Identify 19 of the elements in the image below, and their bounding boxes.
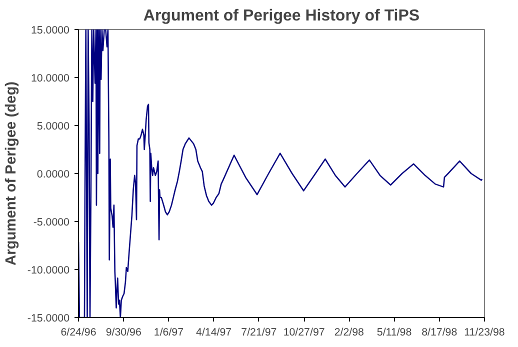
x-tick-label: 1/6/97 <box>154 326 184 338</box>
x-tick-label: 4/14/97 <box>196 326 232 338</box>
x-tick-label: 10/27/97 <box>283 326 325 338</box>
y-tick-label: -5.0000 <box>33 216 70 228</box>
chart-title: Argument of Perigee History of TiPS <box>143 8 420 24</box>
y-tick-label: 5.0000 <box>36 120 70 132</box>
x-tick-label: 6/24/96 <box>60 326 96 338</box>
x-tick-label: 8/17/98 <box>422 326 458 338</box>
y-tick-label: -15.0000 <box>27 312 70 324</box>
x-tick-label: 5/11/98 <box>376 326 412 338</box>
y-tick-label: 15.0000 <box>30 24 70 36</box>
y-tick-label: 0.0000 <box>36 168 70 180</box>
x-tick-label: 11/23/98 <box>464 326 505 338</box>
y-tick-label: -10.0000 <box>27 264 70 276</box>
x-tick-label: 9/30/96 <box>106 326 142 338</box>
y-tick-label: 10.0000 <box>30 72 70 84</box>
x-tick-label: 2/2/98 <box>334 326 364 338</box>
y-axis-title: Argument of Perigee (deg) <box>3 81 20 266</box>
x-tick-label: 7/21/97 <box>241 326 277 338</box>
